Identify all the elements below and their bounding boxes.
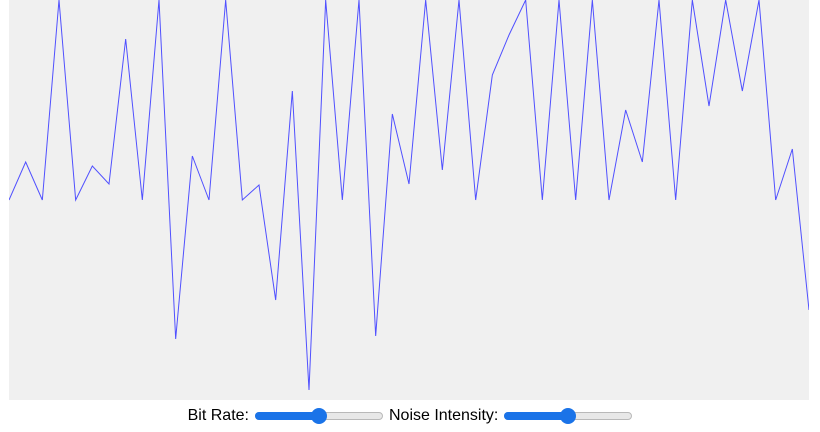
noise-intensity-control: Noise Intensity: <box>388 407 633 425</box>
noise-intensity-slider-thumb[interactable] <box>560 408 577 424</box>
bit-rate-slider[interactable] <box>254 408 383 424</box>
bit-rate-label: Bit Rate: <box>187 407 249 424</box>
bit-rate-slider-thumb[interactable] <box>310 408 327 424</box>
noise-intensity-slider[interactable] <box>504 408 633 424</box>
bit-rate-control: Bit Rate: <box>188 407 383 425</box>
bit-rate-slider-fill <box>254 412 319 420</box>
controls-bar: Bit Rate: Noise Intensity: <box>0 403 820 429</box>
waveform-canvas <box>9 0 809 400</box>
noise-intensity-label: Noise Intensity: <box>388 407 499 424</box>
waveform-line <box>9 0 809 391</box>
noise-intensity-slider-fill <box>504 412 569 420</box>
waveform-plot <box>9 0 809 391</box>
